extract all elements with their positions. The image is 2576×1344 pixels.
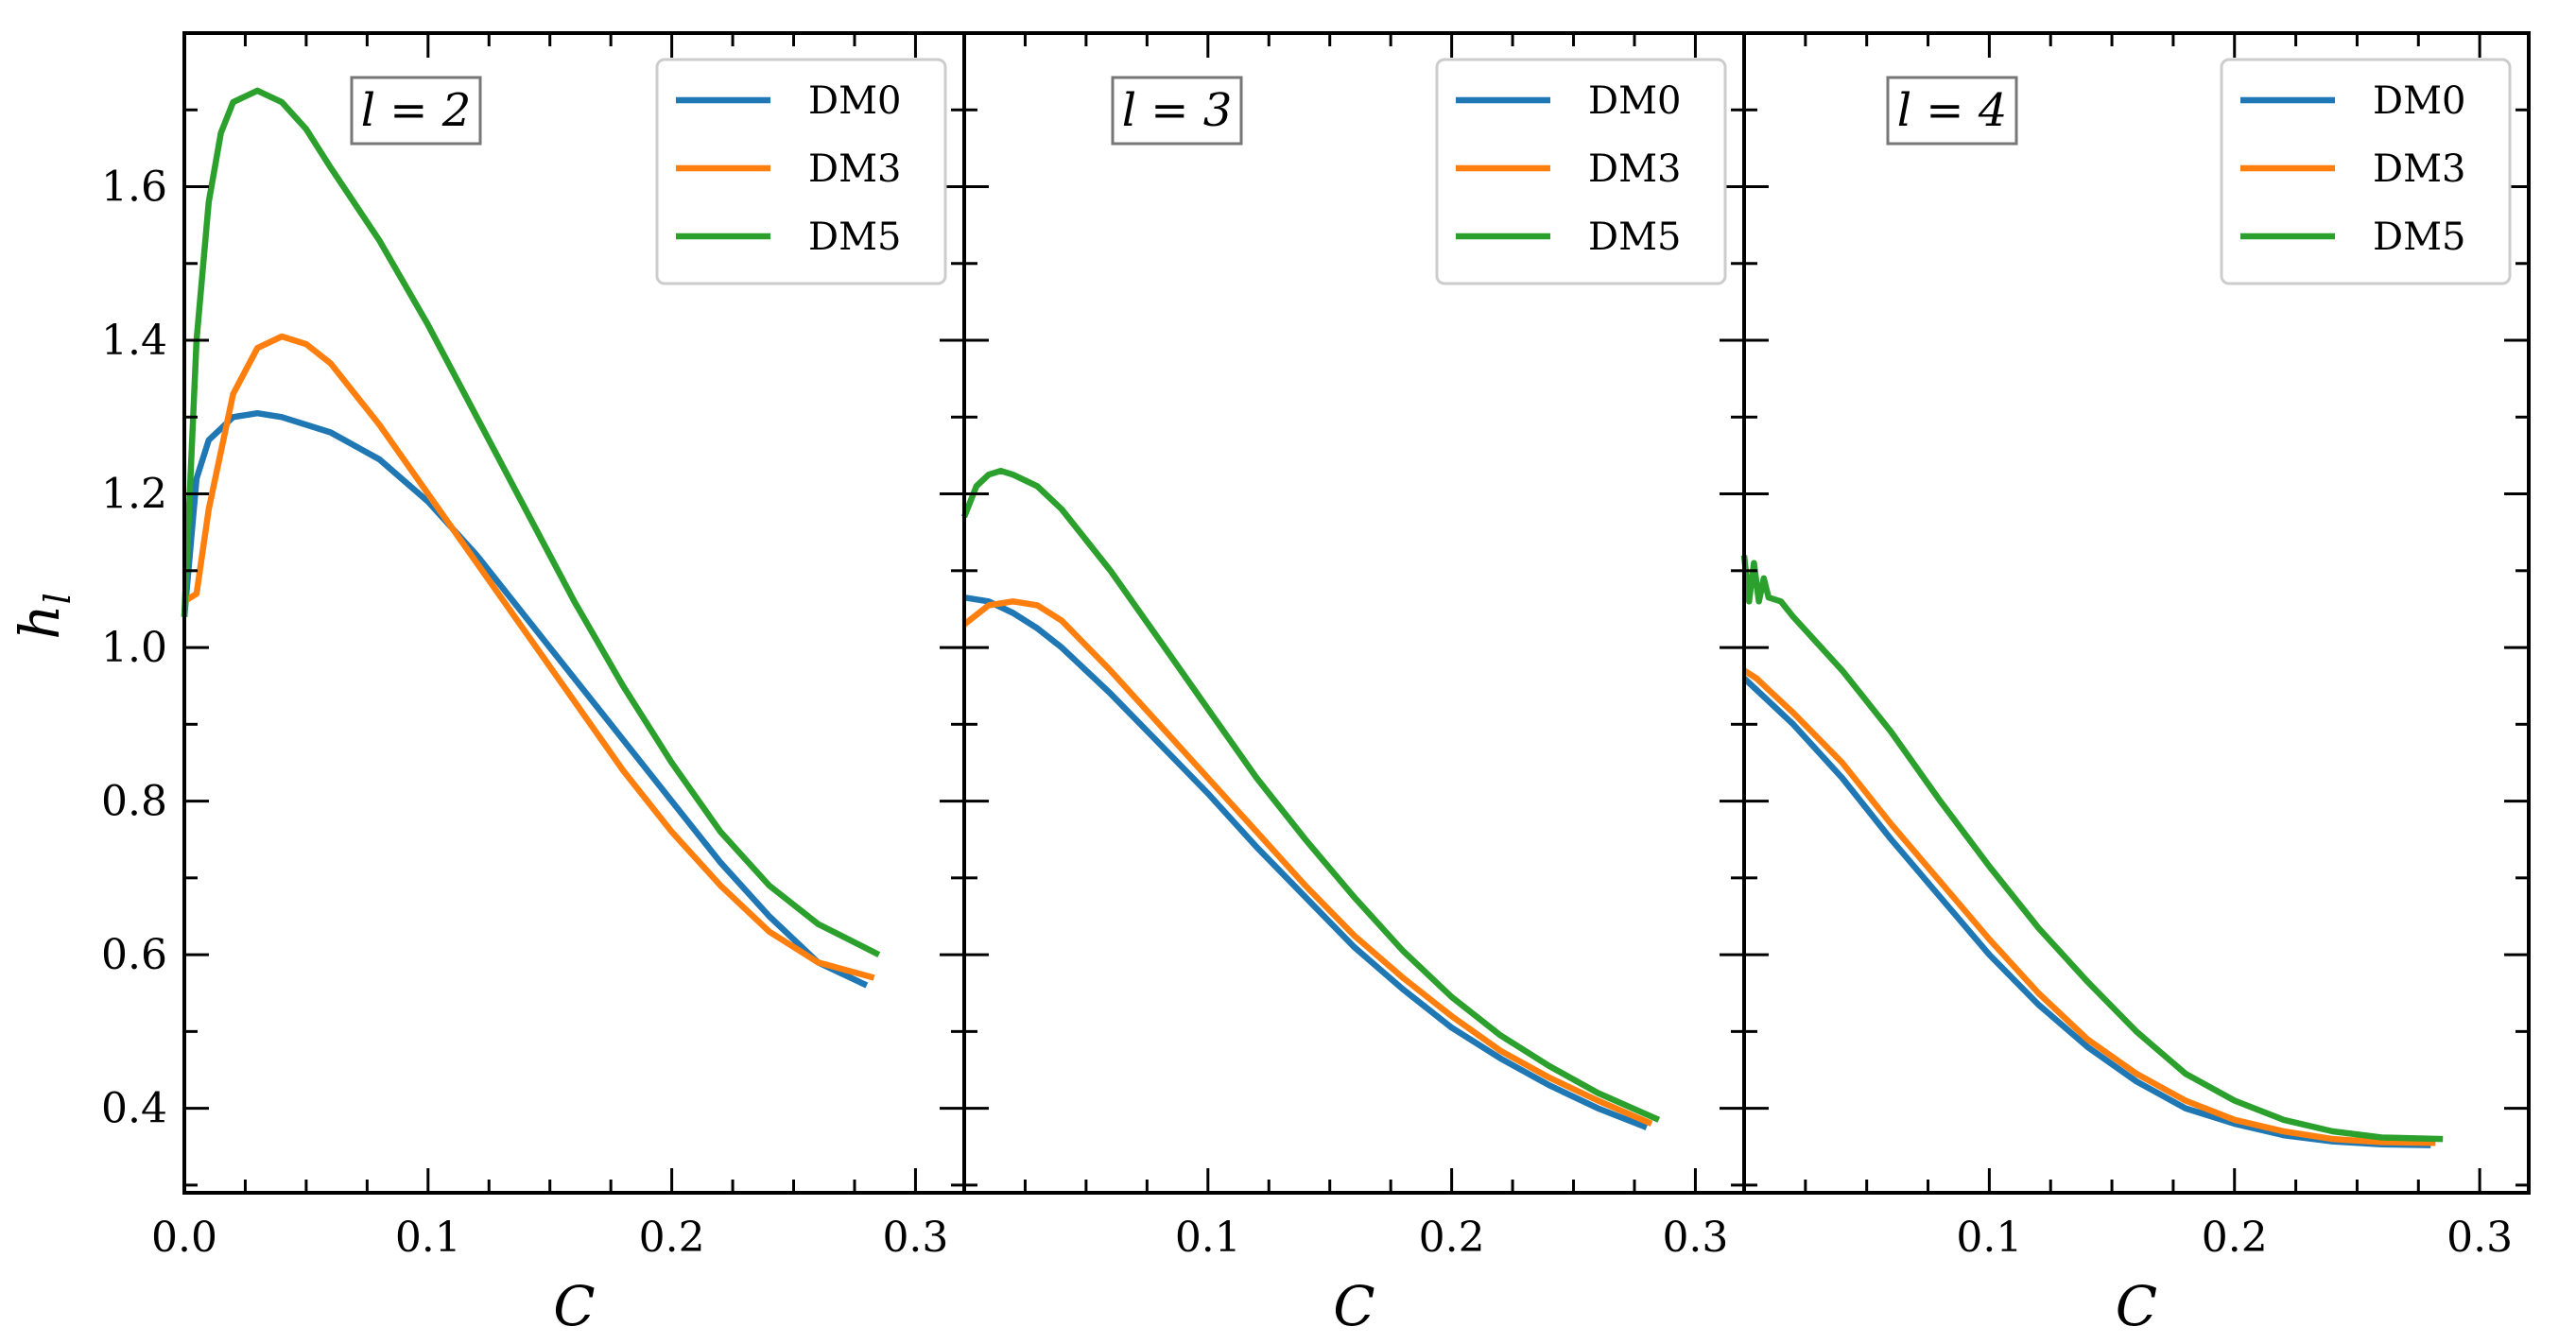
y-tick-label: 0.4 bbox=[101, 1085, 167, 1133]
x-tick-label: 0.2 bbox=[639, 1214, 705, 1262]
x-tick-label: 0.3 bbox=[882, 1214, 948, 1262]
legend-label-dm5: DM5 bbox=[808, 215, 901, 259]
annotation-box bbox=[1111, 76, 1243, 146]
x-tick-label: 0.0 bbox=[151, 1214, 217, 1262]
legend-box bbox=[1435, 58, 1727, 285]
legend-box bbox=[2220, 58, 2512, 285]
x-tick-label: 0.3 bbox=[2446, 1214, 2513, 1262]
series-line-dm5 bbox=[1740, 555, 2444, 1143]
series-line-dm5 bbox=[960, 467, 1661, 1123]
y-tick-label: 1.4 bbox=[101, 317, 167, 365]
legend-label-dm3: DM3 bbox=[808, 147, 901, 191]
x-axis-label: C bbox=[2116, 1274, 2157, 1338]
legend-label-dm5: DM5 bbox=[1588, 215, 1681, 259]
legend-label-dm3: DM3 bbox=[2373, 147, 2465, 191]
x-tick-label: 0.2 bbox=[2202, 1214, 2268, 1262]
x-tick-label: 0.1 bbox=[395, 1214, 461, 1262]
plot-frame bbox=[1742, 31, 2531, 1195]
panel-l4: 0.1 0.2 0.3 Cl = 4 DM0 DM3 DM5 bbox=[1740, 31, 2531, 1338]
legend-label-dm0: DM0 bbox=[2373, 79, 2465, 123]
annotation-box bbox=[1886, 76, 2018, 146]
legend-box bbox=[655, 58, 947, 285]
x-tick-label: 0.3 bbox=[1662, 1214, 1728, 1262]
y-axis-label: hl bbox=[8, 593, 78, 640]
y-tick-label: 0.8 bbox=[101, 778, 167, 826]
y-tick-label: 0.6 bbox=[101, 931, 167, 979]
series-line-dm3 bbox=[182, 333, 875, 981]
x-axis-label: C bbox=[1333, 1274, 1374, 1338]
series-line-dm5 bbox=[181, 87, 881, 958]
annotation-label: l = 4 bbox=[1897, 84, 2008, 137]
series-line-dm0 bbox=[1741, 676, 2431, 1148]
y-tick-label: 1.0 bbox=[101, 624, 167, 672]
legend-label-dm0: DM0 bbox=[1588, 79, 1681, 123]
x-tick-label: 0.1 bbox=[1175, 1214, 1241, 1262]
series-line-dm3 bbox=[1742, 667, 2436, 1146]
annotation-box bbox=[350, 76, 482, 146]
legend-label-dm0: DM0 bbox=[808, 79, 901, 123]
panel-l3: 0.1 0.2 0.3 Cl = 3 DM0 DM3 DM5 bbox=[960, 31, 1746, 1338]
x-tick-label: 0.2 bbox=[1419, 1214, 1485, 1262]
legend-label-dm5: DM5 bbox=[2373, 215, 2465, 259]
panel-l2: 0.0 0.1 0.2 0.3 0.4 0.6 0.8 1.0 1.2 1.4 1.6 Cl = 2 D… bbox=[101, 31, 966, 1338]
series-line-dm3 bbox=[961, 598, 1653, 1127]
legend-label-dm3: DM3 bbox=[1588, 147, 1681, 191]
series-line-dm0 bbox=[963, 594, 1649, 1130]
series-line-dm0 bbox=[181, 409, 869, 989]
y-tick-label: 1.2 bbox=[101, 471, 167, 519]
panels: 0.0 0.1 0.2 0.3 0.4 0.6 0.8 1.0 1.2 1.4 1.6 Cl = 2 D… bbox=[101, 31, 2531, 1338]
x-tick-label: 0.1 bbox=[1956, 1214, 2022, 1262]
y-axis-label-subscript: l bbox=[37, 593, 78, 604]
y-tick-label: 1.6 bbox=[101, 164, 167, 212]
annotation-label: l = 2 bbox=[361, 84, 472, 137]
x-axis-label: C bbox=[553, 1274, 595, 1338]
annotation-label: l = 3 bbox=[1122, 84, 1233, 137]
